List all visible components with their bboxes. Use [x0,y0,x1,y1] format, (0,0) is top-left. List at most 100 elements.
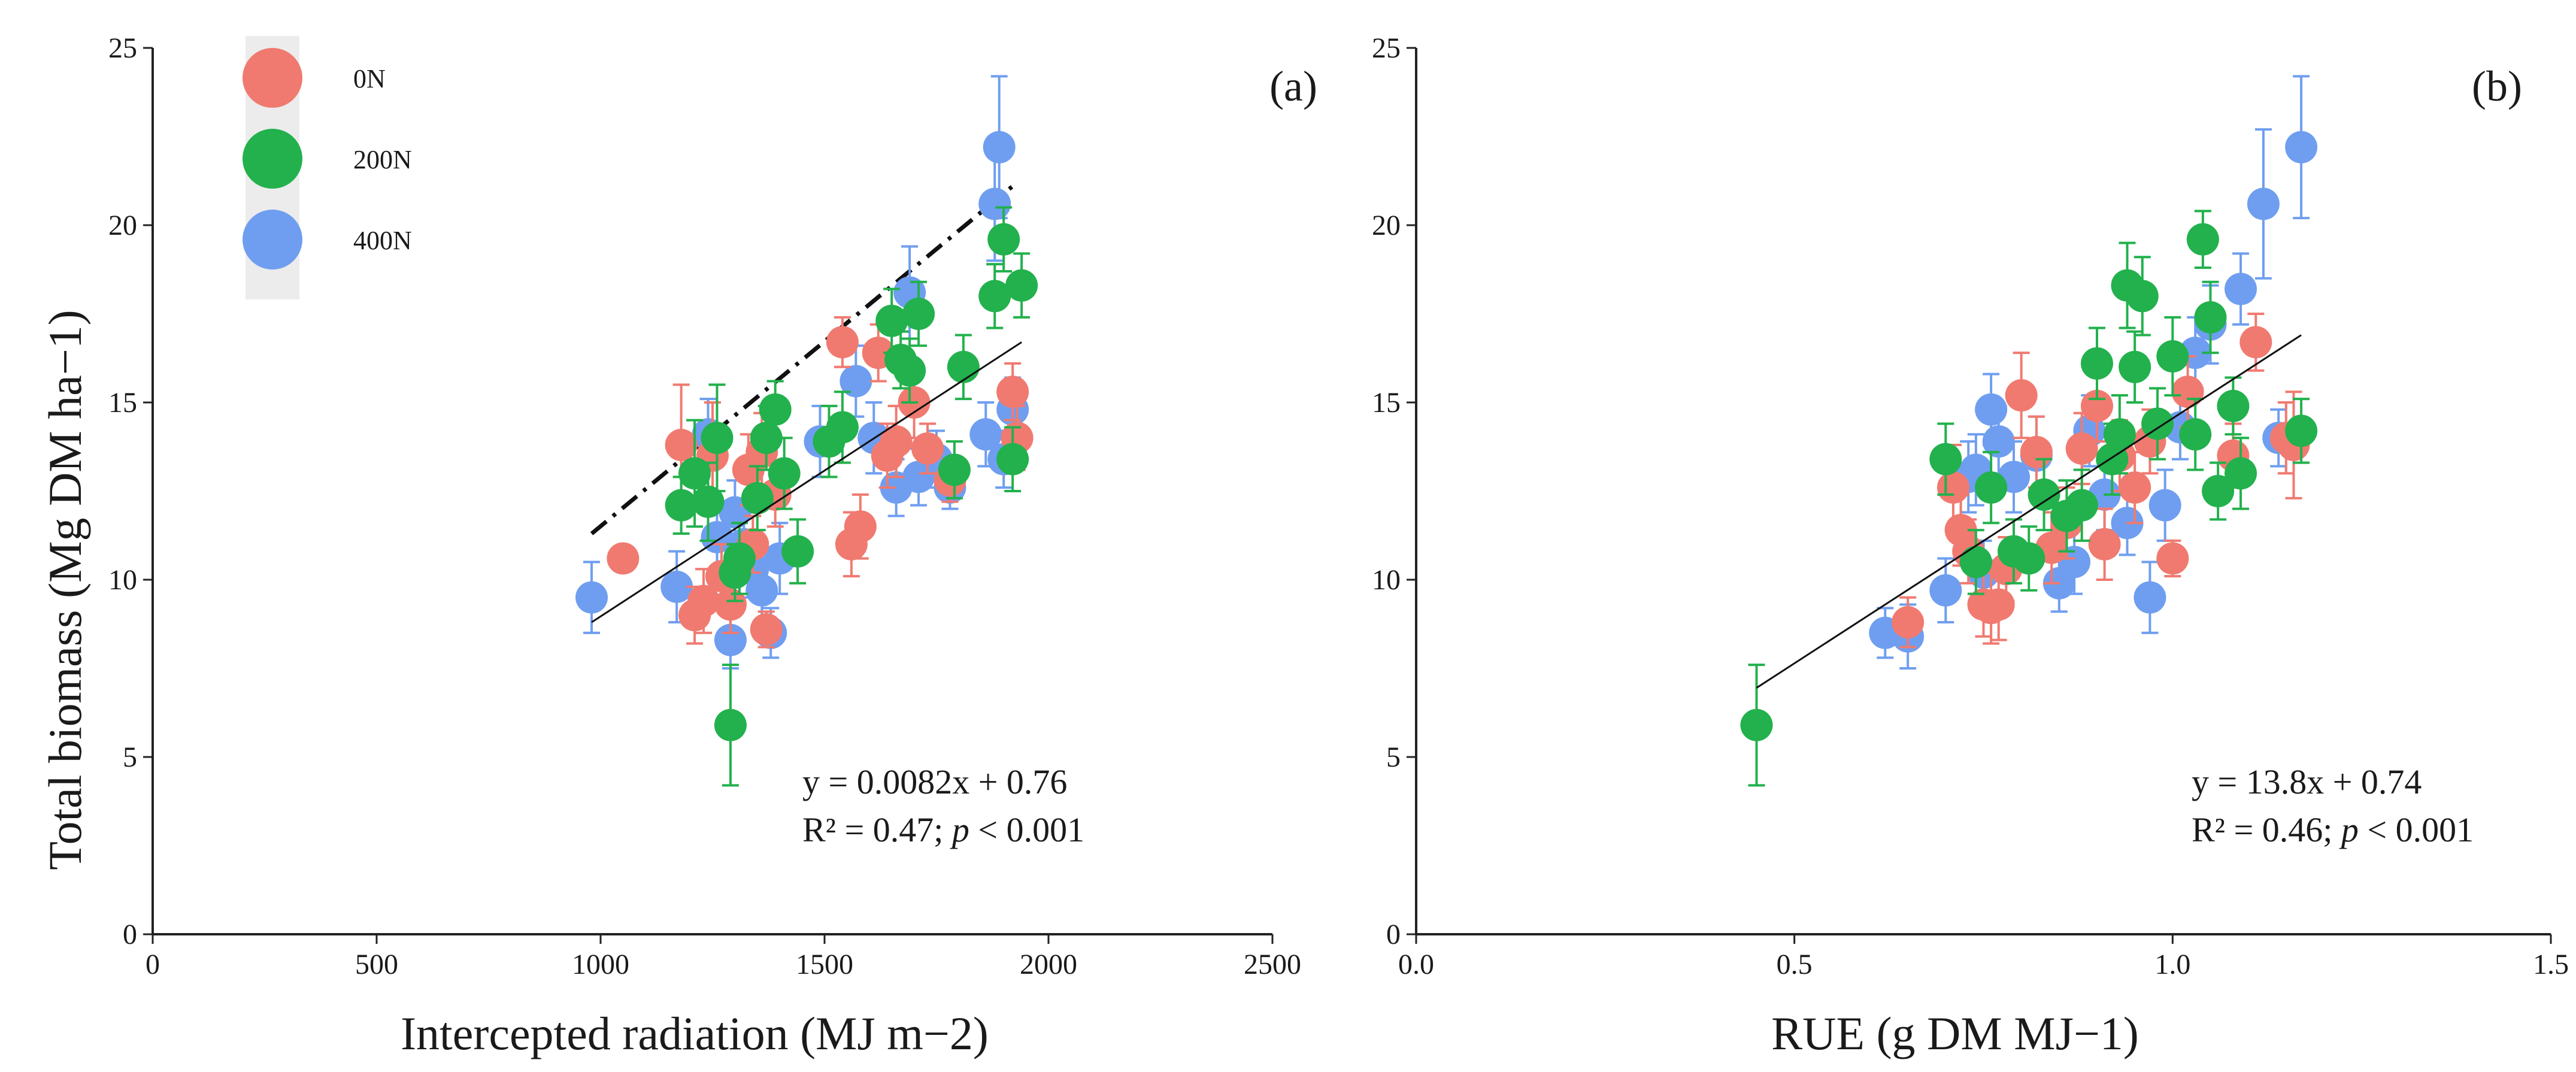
data-point-200N [714,708,747,741]
regression-equation: y = 0.0082x + 0.76 [802,762,1067,801]
data-point-200N [781,535,814,568]
y-tick-label: 5 [1386,741,1401,773]
x-tick-label: 0 [146,949,160,980]
data-point-200N [741,482,774,514]
data-point-200N [826,411,859,444]
y-tick-label: 25 [108,32,137,64]
data-point-200N [2179,418,2212,451]
data-point-0N [2020,435,2053,468]
data-point-0N [2065,432,2098,465]
y-tick-label: 0 [123,919,137,950]
data-point-400N [575,581,608,614]
legend-marker-0N [243,48,302,108]
y-tick-label: 5 [123,741,137,773]
data-point-0N [844,510,877,543]
panel-label: (b) [2472,62,2522,110]
y-tick-label: 20 [1372,210,1401,241]
x-tick-label: 2000 [1020,949,1077,980]
regression-line [591,341,1022,623]
data-point-400N [983,131,1016,163]
data-point-200N [1740,708,1773,741]
x-tick-label: 2500 [1244,949,1301,980]
data-point-0N [996,375,1029,408]
x-tick-label: 1.0 [2154,949,2190,980]
data-point-200N [1959,546,1992,579]
data-point-200N [902,298,935,330]
data-point-0N [1936,471,1969,504]
data-point-0N [750,613,783,646]
y-tick-label: 10 [1372,564,1401,596]
panel-a: Total biomass (Mg DM ha−1) Intercepted r… [39,32,1317,1059]
data-point-0N [2005,379,2038,412]
data-point-0N [714,588,747,621]
legend-label-0N: 0N [353,64,386,93]
data-point-200N [2119,350,2151,383]
x-tick-label: 1500 [796,949,853,980]
y-tick-label: 25 [1372,32,1401,64]
r2-text: R² = 0.47; [802,810,952,849]
upper-boundary-line [590,184,1014,535]
data-point-200N [2156,340,2189,373]
p-symbol: p [950,810,969,849]
data-point-0N [687,585,720,617]
p-threshold: < 0.001 [969,810,1084,849]
regression-line [1756,334,2302,689]
x-tick-label: 0.0 [1398,949,1434,980]
data-point-200N [2103,418,2136,451]
y-axis-label: Total biomass (Mg DM ha−1) [39,310,91,870]
data-point-200N [938,453,971,486]
x-tick-label: 1000 [572,949,629,980]
data-point-200N [2065,489,2098,522]
data-point-0N [2119,471,2151,504]
data-point-400N [2225,272,2257,305]
data-point-400N [840,365,872,398]
data-point-0N [911,432,944,465]
data-point-200N [875,304,908,337]
data-point-200N [2081,347,2113,380]
x-tick-label: 0.5 [1777,949,1813,980]
data-point-200N [768,457,801,490]
data-point-200N [2217,389,2250,422]
p-threshold: < 0.001 [2359,810,2474,849]
x-axis-label: RUE (g DM MJ−1) [1771,1007,2139,1059]
x-tick-label: 500 [355,949,398,980]
data-point-200N [1929,443,1962,476]
y-tick-label: 15 [108,387,137,419]
data-point-200N [893,354,926,387]
data-point-200N [723,542,756,575]
y-tick-label: 0 [1386,919,1401,950]
data-point-200N [996,443,1029,476]
p-symbol: p [2339,810,2359,849]
data-point-0N [880,425,913,458]
data-point-200N [692,485,725,518]
x-axis-label: Intercepted radiation (MJ m−2) [401,1007,989,1059]
data-point-0N [826,326,859,359]
data-point-200N [2126,280,2159,313]
data-point-200N [665,489,698,522]
data-point-0N [2156,542,2189,575]
data-point-200N [2194,301,2227,334]
legend-marker-400N [243,210,302,269]
data-point-400N [1982,425,2015,458]
r2-p-annotation: R² = 0.47; p < 0.001 [802,810,1084,849]
data-point-0N [1982,588,2015,621]
data-point-200N [2013,542,2045,575]
panel-b: RUE (g DM MJ−1) (b) y = 13.8x + 0.74 R² … [1372,32,2569,1059]
y-tick-label: 10 [108,564,137,596]
data-point-400N [2247,187,2280,220]
data-point-200N [2225,457,2257,490]
r2-text: R² = 0.46; [2192,810,2341,849]
legend-label-400N: 400N [353,226,412,255]
data-point-400N [1929,574,1962,607]
x-tick-label: 1.5 [2533,949,2569,980]
data-point-400N [978,187,1011,220]
data-point-200N [2186,223,2219,256]
data-point-400N [745,574,778,607]
data-point-400N [2148,489,2181,522]
data-point-400N [2133,581,2166,614]
data-point-200N [1005,269,1038,302]
data-point-200N [947,350,980,383]
data-point-400N [660,570,693,603]
data-point-400N [1975,393,2008,426]
